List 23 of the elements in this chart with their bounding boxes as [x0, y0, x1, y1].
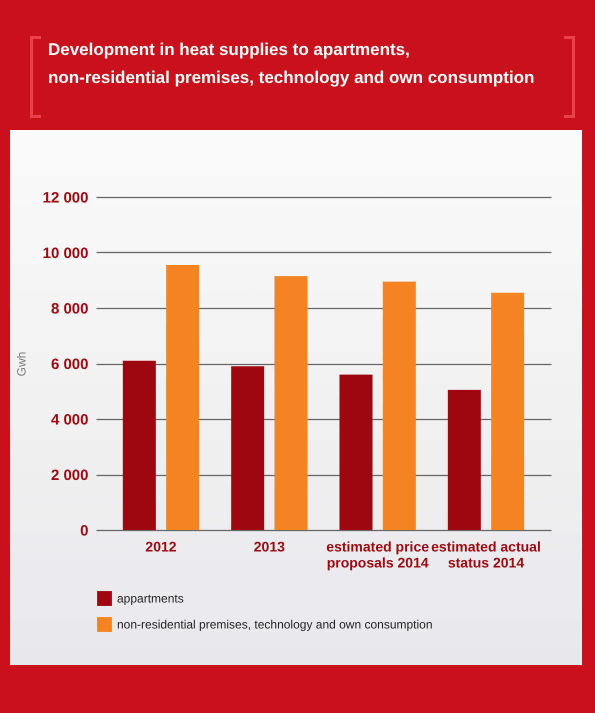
x-tick-label: 2013 — [254, 538, 286, 554]
y-tick-label: 8 000 — [50, 300, 88, 318]
y-tick-label: 12 000 — [42, 190, 88, 206]
bar — [340, 374, 372, 530]
y-tick-label: 0 — [80, 522, 88, 540]
bar — [448, 390, 481, 530]
x-tick-label: estimated actual status 2014 — [431, 538, 541, 570]
bar — [166, 264, 200, 530]
x-tick-label: 2012 — [145, 538, 177, 554]
bar — [122, 360, 156, 530]
y-tick-label: 10 000 — [42, 245, 88, 262]
bar — [491, 292, 524, 530]
bar — [382, 282, 416, 530]
chart-title: Development in heat supplies to apartments, non-residential premises, technology and own consumption — [47, 39, 536, 89]
bar — [274, 276, 308, 530]
legend-label: non-residential premises, technology and own consumption — [117, 618, 433, 632]
bar — [231, 366, 264, 530]
legend-label: appartments — [117, 592, 184, 606]
y-tick-label: 4 000 — [50, 412, 88, 428]
y-tick-label: 2 000 — [50, 467, 88, 484]
x-tick-label: estimated price proposals 2014 — [326, 538, 430, 570]
y-tick-label: 6 000 — [50, 356, 88, 373]
y-axis-title: Gwh — [14, 352, 29, 376]
